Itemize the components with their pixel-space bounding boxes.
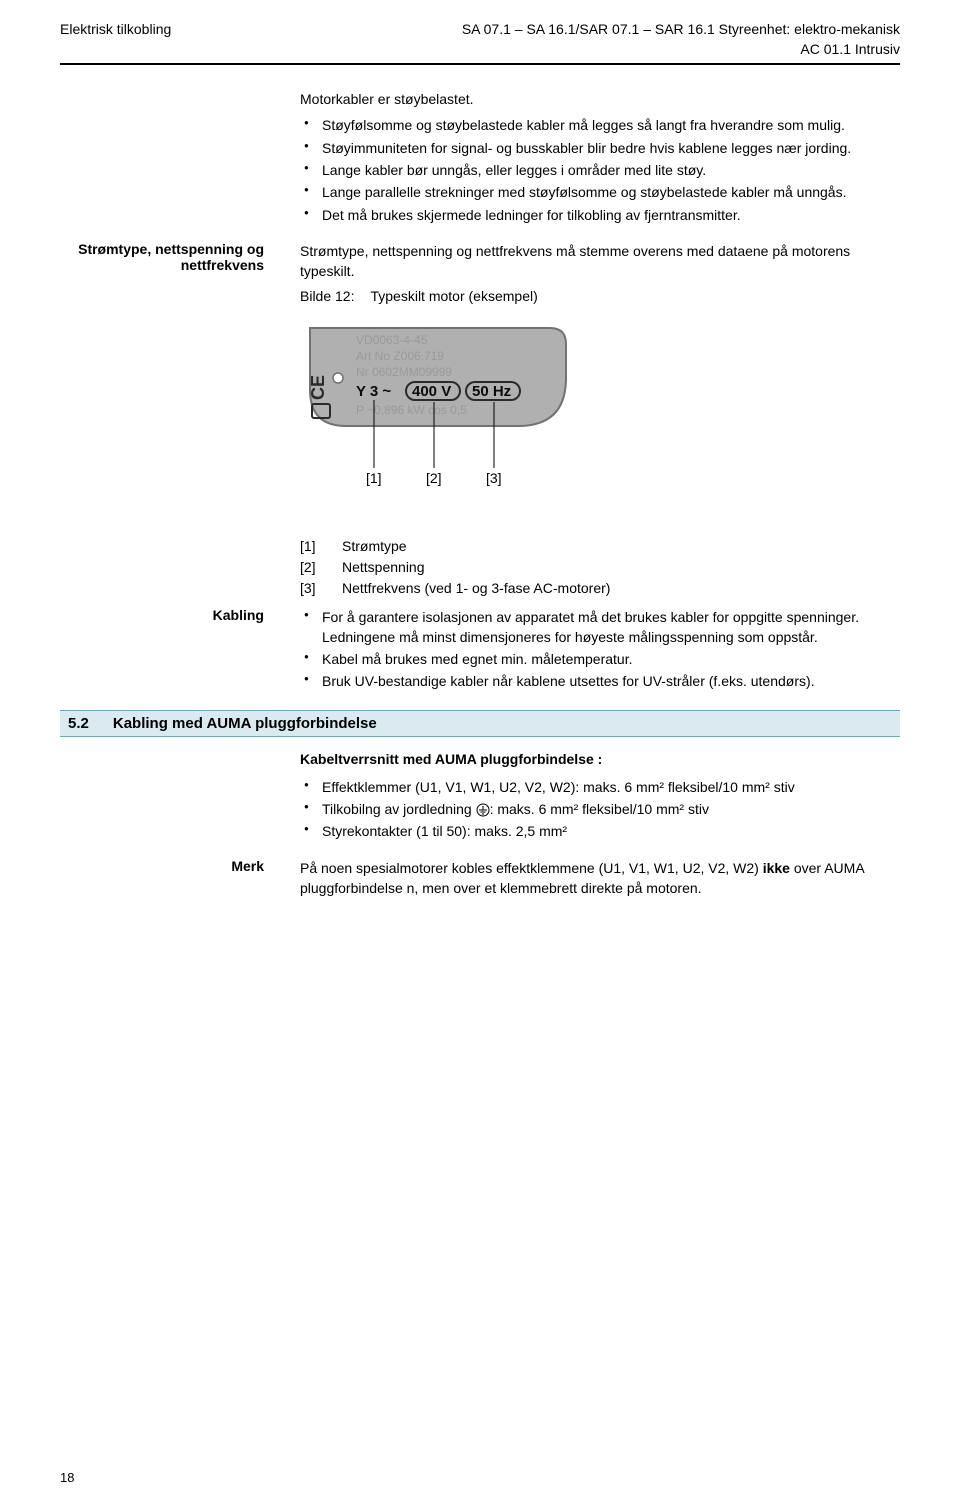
section52-body-row: Kabeltverrsnitt med AUMA pluggforbindels… bbox=[60, 751, 900, 850]
bilde-label: Bilde 12: bbox=[300, 288, 354, 304]
merk-block: Merk På noen spesialmotorer kobles effek… bbox=[60, 858, 900, 905]
intro-block: Motorkabler er støybelastet. Støyfølsomm… bbox=[60, 89, 900, 233]
merk-pre: På noen spesialmotorer kobles effektklem… bbox=[300, 860, 763, 876]
intro-label-empty bbox=[60, 89, 280, 105]
section-num: 5.2 bbox=[68, 715, 89, 732]
list-item: Tilkobilng av jordledning : maks. 6 mm² … bbox=[300, 799, 900, 819]
section52-subhead: Kabeltverrsnitt med AUMA pluggforbindels… bbox=[300, 751, 900, 767]
list-item: Lange kabler bør unngås, eller legges i … bbox=[300, 160, 900, 180]
intro-bullets: Støyfølsomme og støybelastede kabler må … bbox=[300, 115, 900, 224]
callout-2: [2] bbox=[426, 470, 442, 486]
legend-num: [1] bbox=[300, 536, 324, 557]
v-text: 400 V bbox=[412, 383, 451, 400]
section-52-bar: 5.2 Kabling med AUMA pluggforbindelse bbox=[60, 710, 900, 737]
merk-label: Merk bbox=[60, 858, 280, 874]
header-right: SA 07.1 – SA 16.1/SAR 07.1 – SAR 16.1 St… bbox=[462, 20, 900, 59]
list-item: Støyfølsomme og støybelastede kabler må … bbox=[300, 115, 900, 135]
page: Elektrisk tilkobling SA 07.1 – SA 16.1/S… bbox=[0, 0, 960, 1505]
list-item: Styrekontakter (1 til 50): maks. 2,5 mm² bbox=[300, 821, 900, 841]
merk-bold: ikke bbox=[763, 860, 790, 876]
page-header: Elektrisk tilkobling SA 07.1 – SA 16.1/S… bbox=[60, 20, 900, 65]
ground-icon bbox=[476, 803, 490, 817]
list-item-text: Tilkobilng av jordledning : maks. 6 mm² … bbox=[322, 801, 709, 817]
stromtype-body: Strømtype, nettspenning og nettfrekvens … bbox=[300, 241, 900, 599]
list-item: For å garantere isolasjonen av apparatet… bbox=[300, 607, 900, 648]
intro-heading: Motorkabler er støybelastet. bbox=[300, 89, 900, 109]
typeskilt-svg: CE VD0063-4-45 Art No Z006.719 Nr 0602MM… bbox=[300, 318, 590, 518]
legend-num: [2] bbox=[300, 557, 324, 578]
header-left-line2: Elektrisk tilkobling bbox=[60, 20, 171, 40]
legend-text: Nettfrekvens (ved 1- og 3-fase AC-motore… bbox=[342, 578, 610, 599]
legend-num: [3] bbox=[300, 578, 324, 599]
list-item: Kabel må brukes med egnet min. måletempe… bbox=[300, 649, 900, 669]
page-number: 18 bbox=[60, 1470, 74, 1485]
legend-text: Strømtype bbox=[342, 536, 407, 557]
stromtype-label: Strømtype, nettspenning og nettfrekvens bbox=[60, 241, 280, 273]
merk-body: På noen spesialmotorer kobles effektklem… bbox=[300, 858, 900, 899]
hz-text: 50 Hz bbox=[472, 383, 511, 400]
kabling-bullets: For å garantere isolasjonen av apparatet… bbox=[300, 607, 900, 692]
legend-row: [3] Nettfrekvens (ved 1- og 3-fase AC-mo… bbox=[300, 578, 900, 599]
kabling-block: Kabling For å garantere isolasjonen av a… bbox=[60, 607, 900, 700]
ce-mark-icon: CE bbox=[308, 375, 328, 400]
faded-line: Nr 0602MM09999 bbox=[356, 365, 452, 379]
section52-empty-label bbox=[60, 751, 280, 767]
svg-text:CE: CE bbox=[308, 375, 328, 400]
callout-3: [3] bbox=[486, 470, 502, 486]
section-title: Kabling med AUMA pluggforbindelse bbox=[113, 715, 377, 732]
list-item: Bruk UV-bestandige kabler når kablene ut… bbox=[300, 671, 900, 691]
header-right-line2: AC 01.1 Intrusiv bbox=[462, 40, 900, 60]
y3-text: Y 3 ~ bbox=[356, 383, 391, 400]
header-right-line1: SA 07.1 – SA 16.1/SAR 07.1 – SAR 16.1 St… bbox=[462, 20, 900, 40]
bilde-text: Typeskilt motor (eksempel) bbox=[370, 288, 537, 304]
stromtype-block: Strømtype, nettspenning og nettfrekvens … bbox=[60, 241, 900, 599]
list-item: Det må brukes skjermede ledninger for ti… bbox=[300, 205, 900, 225]
typeskilt-figure: CE VD0063-4-45 Art No Z006.719 Nr 0602MM… bbox=[300, 318, 900, 518]
faded-line: P ~0,896 kW cos 0,5 bbox=[356, 403, 467, 417]
list-item: Effektklemmer (U1, V1, W1, U2, V2, W2): … bbox=[300, 777, 900, 797]
legend-row: [1] Strømtype bbox=[300, 536, 900, 557]
bilde-row: Bilde 12: Typeskilt motor (eksempel) bbox=[300, 288, 900, 304]
kabling-label: Kabling bbox=[60, 607, 280, 623]
faded-line: VD0063-4-45 bbox=[356, 333, 428, 347]
kabling-body: For å garantere isolasjonen av apparatet… bbox=[300, 607, 900, 692]
intro-body: Motorkabler er støybelastet. Støyfølsomm… bbox=[300, 89, 900, 225]
section52-bullets: Effektklemmer (U1, V1, W1, U2, V2, W2): … bbox=[300, 777, 900, 842]
faded-line: Art No Z006.719 bbox=[356, 349, 444, 363]
callout-1: [1] bbox=[366, 470, 382, 486]
callout-legend: [1] Strømtype [2] Nettspenning [3] Nettf… bbox=[300, 536, 900, 599]
list-item: Støyimmuniteten for signal- og busskable… bbox=[300, 138, 900, 158]
hole-icon bbox=[333, 373, 343, 383]
list-item: Lange parallelle strekninger med støyføl… bbox=[300, 182, 900, 202]
stromtype-para: Strømtype, nettspenning og nettfrekvens … bbox=[300, 241, 900, 282]
legend-row: [2] Nettspenning bbox=[300, 557, 900, 578]
merk-para: På noen spesialmotorer kobles effektklem… bbox=[300, 858, 900, 899]
section52-body: Kabeltverrsnitt med AUMA pluggforbindels… bbox=[300, 751, 900, 842]
header-left: Elektrisk tilkobling bbox=[60, 20, 171, 59]
legend-text: Nettspenning bbox=[342, 557, 425, 578]
